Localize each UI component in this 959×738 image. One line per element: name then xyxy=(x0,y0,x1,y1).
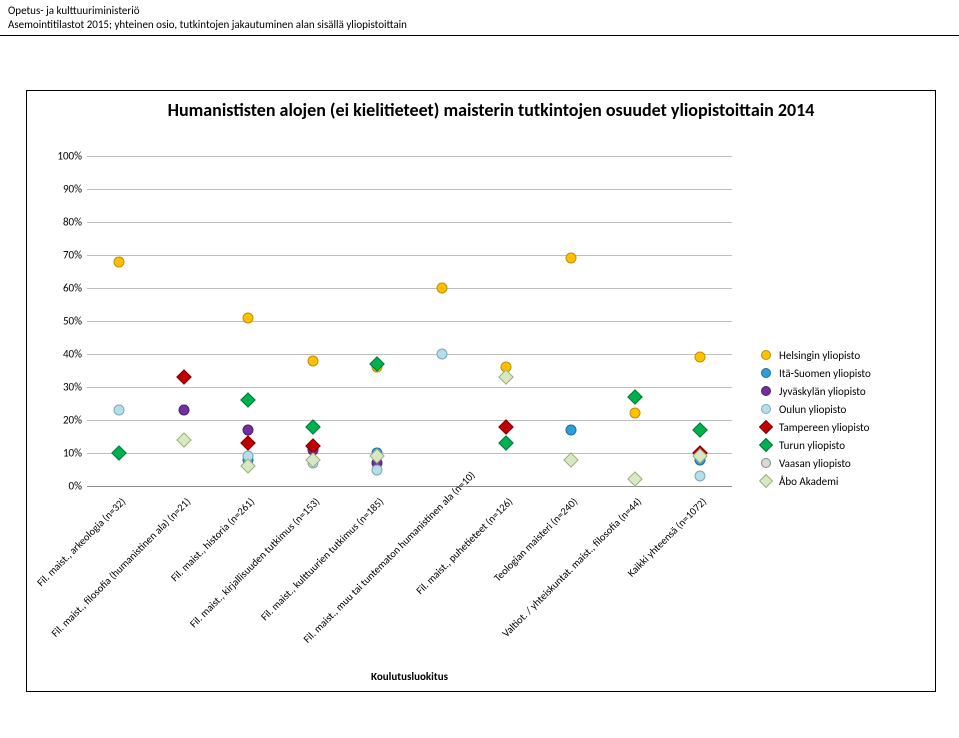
data-marker xyxy=(114,405,125,416)
legend-label: Turun yliopisto xyxy=(779,439,845,452)
header-line1: Opetus- ja kulttuuriministeriö xyxy=(8,4,951,18)
legend-item: Turun yliopisto xyxy=(759,436,927,454)
legend-swatch xyxy=(759,474,773,488)
data-marker xyxy=(498,435,514,451)
legend-label: Vaasan yliopisto xyxy=(779,457,851,470)
y-tick-label: 60% xyxy=(42,282,82,295)
grid-line xyxy=(87,222,732,223)
legend-swatch xyxy=(759,420,773,434)
x-tick-label: Fil. maist., kulttuurien tutkimus (n=185… xyxy=(236,495,387,646)
legend-swatch xyxy=(759,402,773,416)
y-tick-label: 100% xyxy=(42,150,82,163)
legend-label: Tampereen yliopisto xyxy=(779,421,869,434)
data-marker xyxy=(176,432,192,448)
legend-item: Itä-Suomen yliopisto xyxy=(759,364,927,382)
x-tick-label: Fil. maist., muu tai tuntematon humanist… xyxy=(300,495,451,646)
y-tick-label: 20% xyxy=(42,414,82,427)
grid-line xyxy=(87,288,732,289)
data-marker xyxy=(436,349,447,360)
legend-item: Tampereen yliopisto xyxy=(759,418,927,436)
legend-item: Jyväskylän yliopisto xyxy=(759,382,927,400)
x-axis-title: Koulutusluokitus xyxy=(87,670,732,683)
y-tick-label: 90% xyxy=(42,183,82,196)
legend-swatch xyxy=(759,366,773,380)
y-tick-label: 40% xyxy=(42,348,82,361)
grid-line xyxy=(87,189,732,190)
x-tick-label: Fil. maist., kirjallisuuden tutkimus (n=… xyxy=(171,495,322,646)
y-tick-label: 70% xyxy=(42,249,82,262)
data-marker xyxy=(111,445,127,461)
legend-item: Helsingin yliopisto xyxy=(759,346,927,364)
legend-label: Åbo Akademi xyxy=(779,475,838,488)
legend-item: Åbo Akademi xyxy=(759,472,927,490)
y-tick-label: 50% xyxy=(42,315,82,328)
data-marker xyxy=(436,283,447,294)
legend-label: Helsingin yliopisto xyxy=(779,349,860,362)
legend-swatch xyxy=(759,384,773,398)
data-marker xyxy=(565,424,576,435)
grid-line xyxy=(87,354,732,355)
data-marker xyxy=(178,405,189,416)
x-tick-label: Fil. maist., historia (n=261) xyxy=(107,495,258,646)
header-line2: Asemointitilastot 2015; yhteinen osio, t… xyxy=(8,18,951,32)
data-marker xyxy=(498,419,514,435)
data-marker xyxy=(305,419,321,435)
y-tick-label: 0% xyxy=(42,480,82,493)
grid-line xyxy=(87,387,732,388)
data-marker xyxy=(630,408,641,419)
data-marker xyxy=(627,389,643,405)
legend-label: Oulun yliopisto xyxy=(779,403,846,416)
data-marker xyxy=(307,355,318,366)
x-tick-label: Teologian maisteri (n=240) xyxy=(429,495,580,646)
legend-label: Jyväskylän yliopisto xyxy=(779,385,866,398)
y-tick-label: 80% xyxy=(42,216,82,229)
data-marker xyxy=(240,392,256,408)
data-marker xyxy=(176,369,192,385)
data-marker xyxy=(114,256,125,267)
x-tick-label: Kaikki yhteensä (n=1072) xyxy=(558,495,709,646)
data-marker xyxy=(498,369,514,385)
page-header: Opetus- ja kulttuuriministeriö Asemointi… xyxy=(0,0,959,36)
grid-line xyxy=(87,420,732,421)
chart-title: Humanististen alojen (ei kielitieteet) m… xyxy=(27,91,935,122)
data-marker xyxy=(243,312,254,323)
legend-label: Itä-Suomen yliopisto xyxy=(779,367,871,380)
legend-swatch xyxy=(759,438,773,452)
page: Opetus- ja kulttuuriministeriö Asemointi… xyxy=(0,0,959,738)
data-marker xyxy=(694,352,705,363)
data-marker xyxy=(694,471,705,482)
data-marker xyxy=(565,253,576,264)
grid-line xyxy=(87,321,732,322)
grid-line xyxy=(87,255,732,256)
legend-item: Oulun yliopisto xyxy=(759,400,927,418)
data-marker xyxy=(563,452,579,468)
legend-item: Vaasan yliopisto xyxy=(759,454,927,472)
grid-line xyxy=(87,156,732,157)
grid-line xyxy=(87,453,732,454)
data-marker xyxy=(692,422,708,438)
x-tick-label: Fil. maist., puhetieteet (n=126) xyxy=(365,495,516,646)
legend-swatch xyxy=(759,348,773,362)
legend-swatch xyxy=(759,456,773,470)
y-tick-label: 10% xyxy=(42,447,82,460)
plot-area: 0%10%20%30%40%50%60%70%80%90%100% xyxy=(87,156,732,486)
x-tick-label: Valtiot. / yhteiskuntat. maist., filosof… xyxy=(494,495,645,646)
data-marker xyxy=(240,435,256,451)
chart-frame: Humanististen alojen (ei kielitieteet) m… xyxy=(26,90,936,692)
x-axis-labels: Fil. maist., arkeologia (n=32)Fil. maist… xyxy=(87,491,732,686)
data-marker xyxy=(372,464,383,475)
x-tick-label: Fil. maist., filosofia (humanistinen ala… xyxy=(42,495,193,646)
data-marker xyxy=(243,424,254,435)
legend: Helsingin yliopisto Itä-Suomen yliopisto J… xyxy=(759,346,927,490)
y-tick-label: 30% xyxy=(42,381,82,394)
data-marker xyxy=(627,472,643,488)
